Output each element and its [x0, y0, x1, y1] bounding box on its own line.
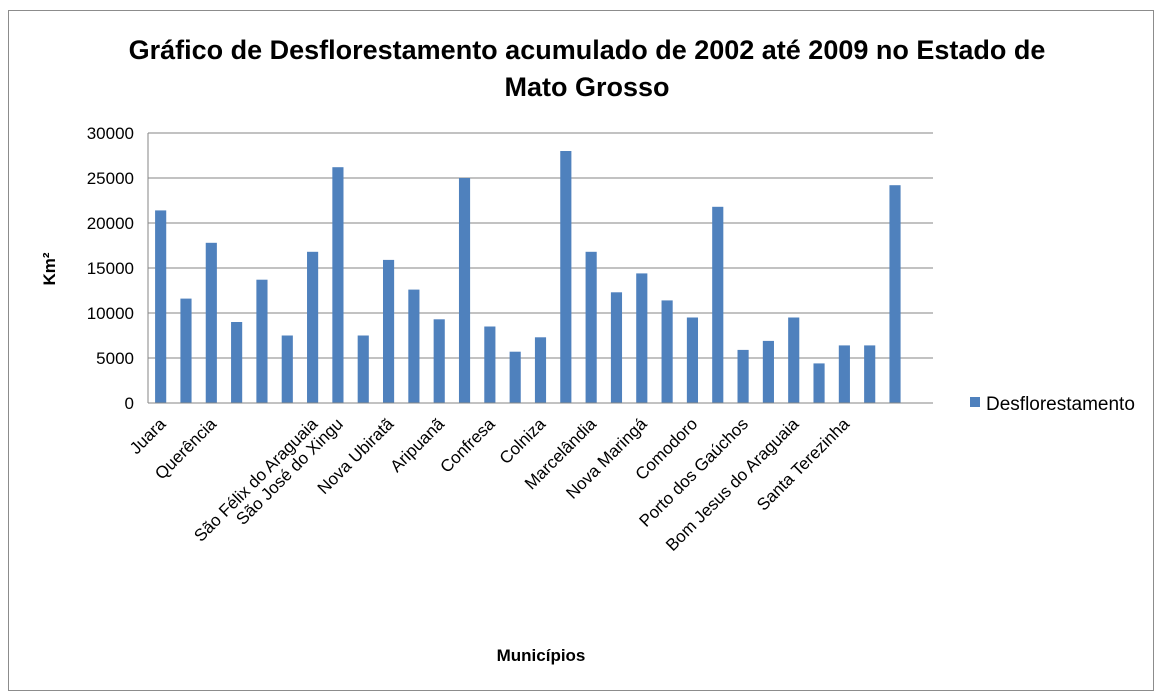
bar — [332, 167, 344, 403]
bar — [307, 251, 319, 403]
chart-frame — [8, 10, 1154, 691]
bar — [231, 322, 243, 403]
x-tick-label: Juara — [126, 414, 170, 458]
bar — [686, 317, 699, 403]
bar — [661, 300, 673, 403]
bar — [737, 349, 749, 403]
bar — [433, 319, 445, 403]
y-tick-label: 30000 — [87, 124, 134, 143]
bar — [585, 251, 597, 403]
y-tick-label: 15000 — [87, 259, 134, 278]
x-tick-label: Santa Terezinha — [753, 414, 853, 514]
bar — [762, 340, 774, 403]
bar — [560, 151, 572, 403]
y-tick-label: 10000 — [87, 304, 134, 323]
bar — [712, 206, 724, 403]
y-tick-label: 0 — [125, 394, 134, 413]
bar — [534, 337, 547, 403]
bar — [636, 273, 648, 403]
chart-title-line-1: Gráfico de Desflorestamento acumulado de… — [129, 35, 1046, 65]
bar — [281, 335, 293, 403]
bars — [155, 151, 901, 403]
bar — [484, 326, 496, 403]
bar — [408, 289, 420, 403]
y-tick-label: 25000 — [87, 169, 134, 188]
legend-swatch — [970, 397, 980, 407]
chart-title-line-2: Mato Grosso — [504, 72, 669, 102]
y-tick-label: 5000 — [96, 349, 134, 368]
bar — [205, 242, 217, 403]
bar — [813, 363, 825, 403]
bar — [256, 279, 268, 403]
bar — [357, 335, 369, 403]
bar — [180, 298, 192, 403]
legend-label: Desflorestamento — [986, 394, 1135, 415]
bar — [864, 345, 876, 403]
gridlines — [148, 132, 933, 359]
y-tick-labels: 0 5000 10000 15000 20000 25000 30000 — [87, 124, 134, 413]
bar — [155, 210, 167, 403]
bar — [610, 292, 623, 403]
bar — [838, 345, 850, 403]
x-axis-title: Municípios — [497, 646, 586, 665]
bar — [889, 185, 901, 403]
bar — [509, 351, 521, 403]
y-axis-title: Km² — [40, 252, 59, 285]
x-tick-label: Confresa — [436, 414, 499, 477]
y-tick-label: 20000 — [87, 214, 134, 233]
bar — [382, 259, 395, 403]
bar — [458, 178, 471, 403]
bar — [788, 317, 800, 403]
